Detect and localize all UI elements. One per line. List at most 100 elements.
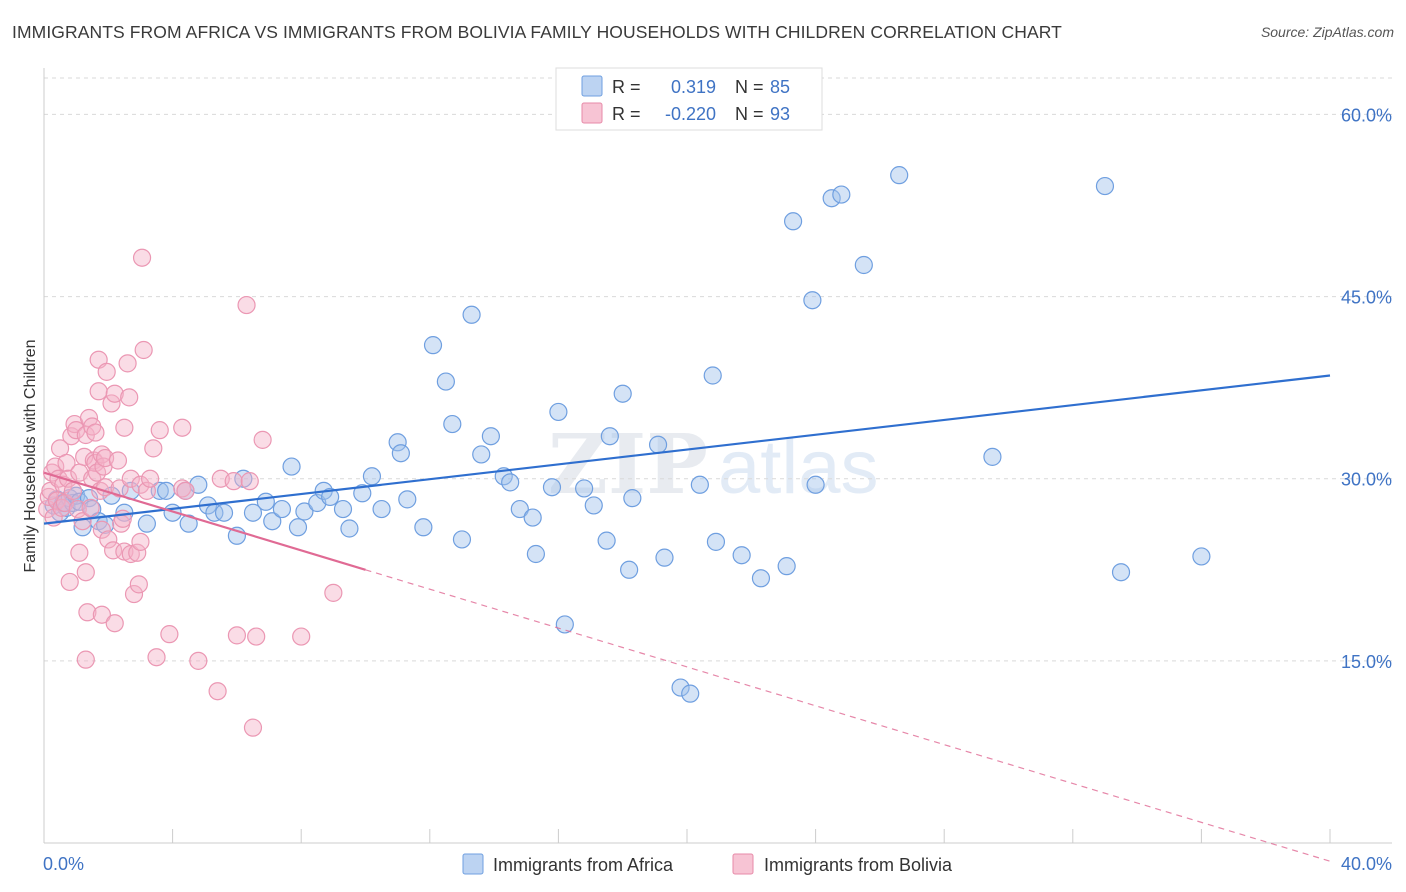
bolivia-point — [92, 605, 111, 624]
bolivia-point — [52, 498, 71, 517]
africa-point — [783, 212, 803, 231]
africa-point — [501, 473, 520, 492]
bolivia-point — [121, 544, 140, 564]
bolivia-point — [86, 423, 105, 442]
africa-point — [584, 496, 603, 515]
africa-point — [333, 499, 353, 519]
bolivia-point — [176, 481, 195, 500]
bolivia-point — [147, 648, 166, 667]
bolivia-point — [173, 418, 192, 437]
chart-title: IMMIGRANTS FROM AFRICA VS IMMIGRANTS FRO… — [12, 22, 1062, 42]
africa-point — [803, 291, 822, 310]
africa-point — [452, 530, 472, 549]
africa-point — [353, 484, 372, 503]
bolivia-point — [128, 543, 147, 562]
bolivia-point — [227, 626, 246, 645]
legend-swatch-bolivia — [581, 102, 603, 124]
africa-point — [1095, 176, 1115, 196]
legend-n-label-africa: N = — [735, 77, 764, 97]
africa-point — [423, 336, 443, 355]
africa-point — [703, 366, 722, 385]
bolivia-point — [76, 650, 95, 669]
bolivia-point — [324, 583, 343, 602]
bolivia-point — [105, 614, 124, 633]
bolivia-point — [160, 625, 179, 644]
africa-point — [732, 546, 751, 565]
bolivia-point — [124, 584, 144, 604]
africa-point — [388, 433, 407, 452]
bolivia-point — [247, 627, 266, 646]
axes — [43, 68, 1392, 844]
africa-point — [436, 372, 455, 391]
x-tick-label-min: 0.0% — [43, 854, 84, 874]
africa-point — [597, 531, 616, 550]
bolivia-point — [108, 451, 128, 470]
africa-point — [526, 544, 545, 564]
africa-point — [706, 532, 726, 551]
bolivia-point — [150, 421, 169, 440]
africa-point — [671, 678, 690, 697]
africa-point — [854, 255, 873, 275]
legend-r-label-bolivia: R = — [612, 104, 641, 124]
africa-point — [243, 503, 263, 522]
watermark: ZIP atlas — [548, 417, 879, 513]
legend-r-label-africa: R = — [612, 77, 641, 97]
bolivia-point — [120, 388, 139, 407]
legend-r-value-bolivia: -0.220 — [665, 104, 716, 124]
bolivia-point — [144, 439, 163, 458]
bolivia-point — [78, 603, 97, 622]
trendlines — [43, 374, 1331, 862]
bolivia-point — [99, 530, 118, 549]
bolivia-point — [224, 472, 243, 491]
africa-point — [890, 166, 909, 185]
watermark-zip: ZIP — [548, 417, 708, 513]
africa-point — [472, 445, 491, 464]
bolivia-point — [253, 430, 272, 449]
bolivia-point — [60, 572, 79, 592]
y-axis-label: Family Households with Children — [22, 340, 39, 573]
y-tick-label: 45.0% — [1341, 288, 1392, 308]
africa-point — [510, 499, 529, 519]
series-legend: Immigrants from Africa Immigrants from B… — [462, 853, 953, 875]
y-tick-label: 15.0% — [1341, 652, 1392, 672]
bolivia-point — [131, 532, 150, 551]
africa-point — [681, 684, 700, 703]
series-legend-swatch-africa — [462, 853, 484, 875]
africa-point — [832, 185, 851, 204]
africa-point — [263, 512, 282, 531]
legend-swatch-africa — [581, 75, 603, 97]
africa-point — [777, 557, 796, 576]
series-africa-points — [44, 166, 1211, 703]
africa-point — [481, 427, 500, 446]
bolivia-point — [121, 469, 140, 488]
bolivia-point — [70, 543, 89, 562]
africa-point — [372, 499, 391, 519]
africa-point — [648, 435, 668, 454]
africa-point — [362, 467, 382, 486]
africa-point — [555, 615, 574, 634]
y-tick-label: 60.0% — [1341, 105, 1392, 125]
trendline-africa — [43, 374, 1331, 525]
bolivia-point — [292, 627, 311, 646]
legend-r-value-africa: 0.319 — [671, 77, 716, 97]
y-tick-label: 30.0% — [1341, 470, 1392, 490]
bolivia-point — [243, 718, 263, 737]
africa-point — [600, 427, 619, 446]
africa-point — [822, 189, 841, 208]
series-bolivia-points — [38, 248, 343, 737]
bolivia-point — [57, 453, 76, 473]
africa-point — [272, 499, 292, 519]
bolivia-point — [189, 651, 208, 670]
legend-n-value-bolivia: 93 — [770, 104, 790, 124]
bolivia-point — [173, 479, 192, 498]
bolivia-point — [105, 384, 124, 403]
bolivia-point — [237, 295, 256, 315]
africa-point — [398, 490, 417, 509]
africa-point — [983, 447, 1002, 466]
africa-point — [256, 492, 275, 511]
africa-point — [751, 569, 771, 588]
legend-n-label-bolivia: N = — [735, 104, 764, 124]
bolivia-point — [75, 447, 94, 466]
africa-point — [179, 514, 198, 533]
